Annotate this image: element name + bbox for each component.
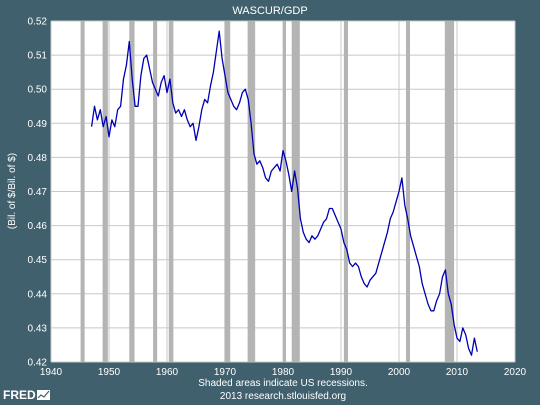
y-tick-label: 0.43 (28, 323, 48, 334)
x-tick-label: 1970 (214, 367, 237, 378)
x-tick-label: 1940 (40, 367, 63, 378)
recession-band (405, 21, 411, 362)
fred-logo: FRED (3, 388, 36, 402)
y-tick-label: 0.51 (28, 51, 48, 62)
y-axis-label: (Bil. of $/Bil. of $) (7, 153, 18, 229)
x-tick-label: 2010 (446, 367, 469, 378)
footer-recessions-note: Shaded areas indicate US recessions. (198, 378, 368, 389)
y-tick-label: 0.42 (28, 358, 48, 369)
y-tick-label: 0.49 (28, 119, 48, 130)
fred-logo-chart-icon (37, 390, 50, 400)
chart-title: WASCUR/GDP (232, 5, 307, 17)
recession-band (102, 21, 108, 362)
recession-bands (80, 21, 455, 362)
x-tick-label: 1990 (330, 367, 353, 378)
footer-source: 2013 research.stlouisfed.org (220, 391, 346, 402)
recession-band (80, 21, 85, 362)
series-layer (90, 30, 478, 356)
x-tick-label: 2000 (388, 367, 411, 378)
x-tick-label: 2020 (504, 367, 527, 378)
y-tick-label: 0.46 (28, 221, 48, 232)
recession-band (129, 21, 135, 362)
y-tick-label: 0.44 (28, 289, 48, 300)
recession-band (291, 21, 300, 362)
y-tick-label: 0.47 (28, 187, 48, 198)
recession-band (283, 21, 286, 362)
y-tick-label: 0.50 (28, 85, 48, 96)
x-tick-label: 1980 (272, 367, 295, 378)
series-line (90, 30, 478, 356)
recession-band (343, 21, 348, 362)
x-tick-label: 1950 (98, 367, 121, 378)
y-axis-ticks: 0.42 0.43 0.44 0.45 0.46 0.47 0.48 0.49 0.50 0.51… (28, 17, 48, 369)
recession-band (224, 21, 231, 362)
x-axis-ticks: 1940 1950 1960 1970 1980 1990 2000 2010 2020 (40, 367, 527, 378)
y-tick-label: 0.52 (28, 17, 48, 28)
x-tick-label: 1960 (156, 367, 179, 378)
recession-band (168, 21, 174, 362)
recession-band (247, 21, 256, 362)
y-tick-label: 0.45 (28, 255, 48, 266)
recession-band (444, 21, 455, 362)
recession-band (153, 21, 158, 362)
y-tick-label: 0.48 (28, 153, 48, 164)
